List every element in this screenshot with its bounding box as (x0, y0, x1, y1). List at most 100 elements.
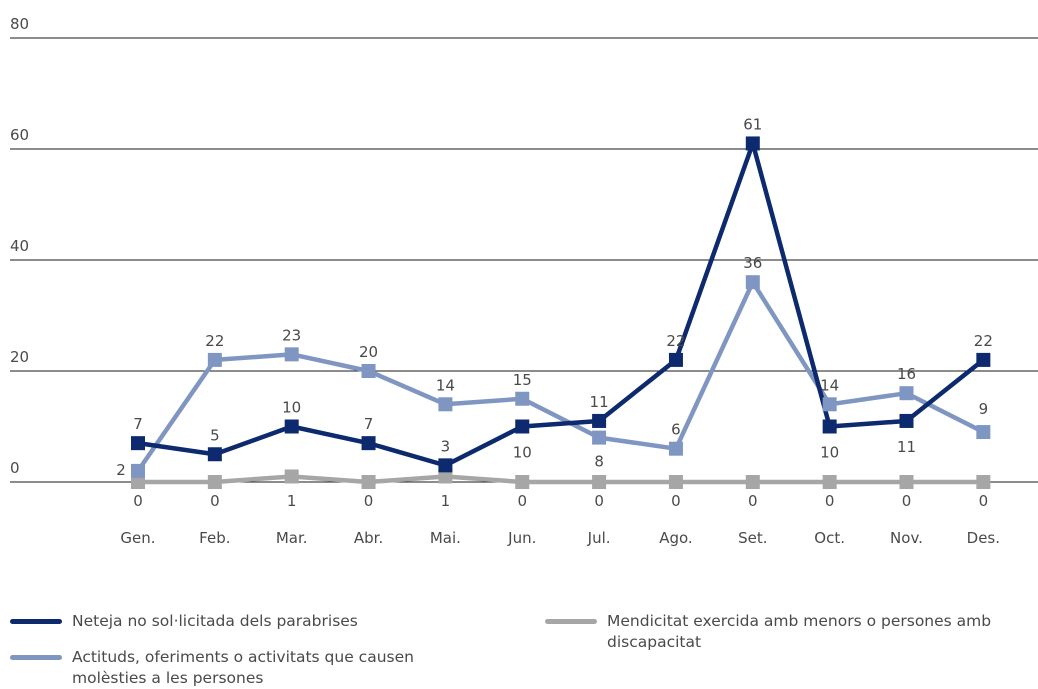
data-label: 0 (671, 492, 681, 510)
data-label: 0 (133, 492, 143, 510)
data-point-0 (745, 136, 760, 151)
data-point-1 (745, 275, 760, 290)
x-category-label: Jul. (587, 529, 611, 547)
series-lines (136, 141, 985, 485)
data-label: 15 (513, 371, 532, 389)
x-category-label: Mai. (430, 529, 461, 547)
data-label: 0 (748, 492, 758, 510)
y-tick-label-20: 20 (10, 348, 29, 366)
data-point-2 (976, 475, 991, 489)
data-label: 23 (282, 326, 301, 344)
x-category-label: Des. (967, 529, 1000, 547)
data-point-1 (438, 397, 453, 412)
data-label: 16 (897, 365, 916, 383)
data-label: 36 (743, 254, 762, 272)
data-label: 3 (441, 437, 451, 455)
series-markers (131, 136, 991, 489)
data-point-0 (284, 419, 299, 434)
data-label: 11 (897, 438, 916, 456)
series-line-2 (138, 474, 984, 485)
data-point-1 (361, 364, 376, 378)
data-point-2 (515, 475, 530, 489)
x-category-label: Feb. (199, 529, 230, 547)
data-label: 6 (671, 421, 681, 439)
data-label: 10 (820, 444, 839, 462)
data-label: 10 (282, 399, 301, 417)
data-label: 61 (743, 115, 762, 133)
data-point-1 (822, 397, 837, 412)
x-category-label: Jun. (507, 529, 536, 547)
data-label: 1 (441, 492, 451, 510)
data-label: 14 (436, 376, 455, 394)
legend-swatch-actituds (10, 655, 62, 660)
data-point-0 (131, 436, 145, 451)
data-label: 0 (517, 492, 527, 510)
data-point-2 (592, 475, 607, 489)
y-tick-label-40: 40 (10, 237, 29, 255)
series-line-0 (137, 141, 985, 468)
data-label: 7 (133, 415, 143, 433)
data-label: 0 (902, 492, 912, 510)
y-tick-label-0: 0 (10, 459, 20, 477)
data-label: 0 (825, 492, 835, 510)
data-point-2 (899, 475, 914, 489)
data-point-2 (207, 475, 222, 489)
data-label: 22 (205, 332, 224, 350)
y-tick-label-80: 80 (10, 15, 29, 33)
data-label: 7 (364, 415, 374, 433)
legend-label-neteja: Neteja no sol·licitada dels parabrises (72, 612, 358, 630)
data-point-0 (207, 447, 222, 462)
data-point-1 (515, 391, 530, 406)
x-category-label: Abr. (354, 529, 383, 547)
data-point-1 (131, 463, 145, 478)
data-point-0 (822, 419, 837, 434)
x-category-label: Mar. (276, 529, 308, 547)
data-point-2 (284, 469, 299, 484)
data-point-0 (515, 419, 530, 434)
data-label: 1 (287, 492, 297, 510)
data-label: 10 (513, 444, 532, 462)
data-label: 22 (666, 332, 685, 350)
data-label: 8 (594, 453, 604, 471)
data-label: 0 (364, 492, 374, 510)
data-label: 0 (594, 492, 604, 510)
x-axis-categories: Gen. Feb. Mar. Abr. Mai. Jun. Jul. Ago. Set. Oct.… (120, 529, 1000, 547)
series-line-1 (136, 279, 985, 473)
x-category-label: Oct. (814, 529, 845, 547)
data-point-1 (592, 430, 607, 445)
data-point-1 (668, 441, 683, 456)
legend-item-mendicitat: Mendicitat exercida amb menors o persone… (545, 611, 997, 653)
legend-swatch-neteja (10, 619, 62, 624)
data-point-0 (668, 352, 683, 367)
data-point-0 (438, 458, 453, 473)
legend-swatch-mendicitat (545, 619, 597, 624)
data-point-0 (592, 413, 607, 428)
data-point-1 (284, 347, 299, 362)
data-label: 11 (590, 393, 609, 411)
y-axis-ticks: 0 20 40 60 80 (10, 15, 29, 477)
legend-item-actituds: Actituds, oferiments o activitats que ca… (10, 647, 472, 689)
data-point-1 (976, 425, 991, 440)
x-category-label: Ago. (659, 529, 692, 547)
data-label: 9 (979, 400, 989, 418)
data-point-2 (822, 475, 837, 489)
data-point-2 (668, 475, 683, 489)
data-point-0 (899, 413, 914, 428)
data-point-0 (976, 352, 991, 367)
x-category-label: Gen. (120, 529, 155, 547)
data-point-1 (207, 352, 222, 367)
legend-item-neteja: Neteja no sol·licitada dels parabrises (10, 611, 472, 632)
x-category-label: Set. (738, 529, 767, 547)
data-label: 20 (359, 343, 378, 361)
data-point-0 (361, 436, 376, 451)
data-point-2 (131, 475, 145, 489)
data-point-2 (438, 469, 453, 484)
data-label: 2 (116, 461, 126, 479)
data-point-2 (361, 475, 376, 489)
legend-label-mendicitat: Mendicitat exercida amb menors o persone… (607, 612, 992, 651)
data-label: 22 (974, 332, 993, 350)
legend-label-actituds: Actituds, oferiments o activitats que ca… (72, 648, 414, 687)
